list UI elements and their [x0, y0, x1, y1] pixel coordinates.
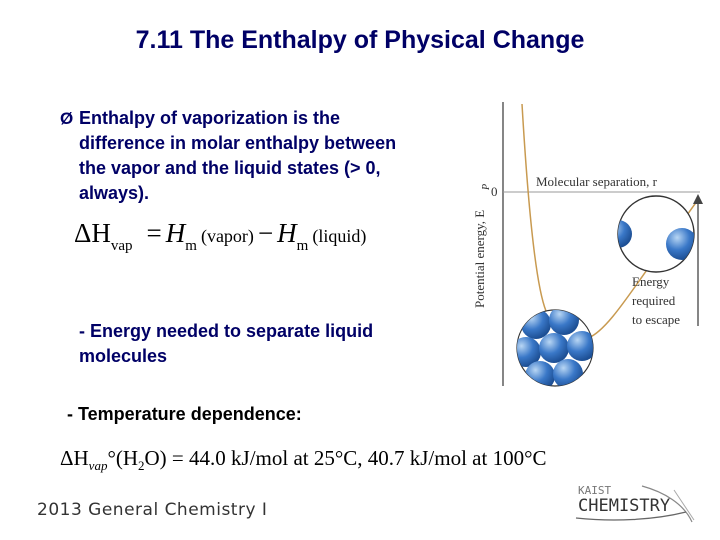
water-vaporization-equation: ΔHvap°(H2O) = 44.0 kJ/mol at 25°C, 40.7 …: [60, 446, 547, 473]
eq2-delta: ΔH: [60, 446, 89, 470]
logo-swoosh-icon: [575, 485, 695, 523]
eq1-h-vapor: H: [165, 218, 186, 248]
annotation-to-escape: to escape: [632, 312, 680, 327]
eq1-m-subscript-1: m: [185, 238, 197, 254]
liquid-molecule: [567, 331, 593, 361]
separated-molecules-circle: [617, 195, 695, 273]
footer-course-label: 2013 General Chemistry I: [37, 500, 268, 520]
bullet-vaporization: Ø Enthalpy of vaporization is the differ…: [60, 106, 420, 206]
eq1-vapor-label: (vapor): [200, 226, 254, 246]
liquid-molecule: [539, 333, 569, 363]
eq1-vap-subscript: vap: [110, 238, 133, 254]
energy-note: - Energy needed to separate liquid molec…: [79, 321, 374, 366]
eq2-vap-subscript: vap: [88, 458, 108, 473]
kaist-chemistry-logo: KAIST CHEMISTRY: [574, 482, 700, 528]
eq1-m-subscript-2: m: [296, 238, 309, 254]
y-axis-label: Potential energy, E: [472, 210, 487, 308]
liquid-cluster-circle: [516, 309, 594, 387]
eq1-h-liquid: H: [277, 218, 297, 248]
eq1-delta-h: ΔH: [74, 218, 111, 248]
bullet-text: Enthalpy of vaporization is the differen…: [79, 108, 397, 203]
y-axis-subscript: P: [481, 184, 492, 191]
escape-arrow-head: [693, 194, 703, 204]
arrow-bullet-icon: Ø: [60, 109, 74, 128]
slide-title: 7.11 The Enthalpy of Physical Change: [135, 26, 585, 54]
molecule-left: [618, 220, 632, 248]
annotation-energy: Energy: [632, 274, 670, 289]
eq2-two-subscript: 2: [138, 458, 145, 473]
liquid-molecule: [553, 359, 583, 386]
logo-chemistry-text: CHEMISTRY: [578, 496, 671, 516]
eq2-values: O) = 44.0 kJ/mol at 25°C, 40.7 kJ/mol at…: [144, 446, 547, 470]
potential-energy-diagram: Potential energy, E P 0 Molecular separa…: [460, 96, 715, 388]
enthalpy-equation: ΔHvap = Hm (vapor) − Hm (liquid): [74, 218, 454, 262]
eq1-minus: −: [257, 218, 274, 248]
annotation-required: required: [632, 293, 676, 308]
logo-kaist-text: KAIST: [578, 484, 612, 497]
eq1-liquid-label: (liquid): [312, 226, 367, 246]
temperature-note: - Temperature dependence:: [67, 404, 302, 424]
zero-label: 0: [491, 184, 498, 199]
eq2-formula: °(H: [107, 446, 139, 470]
eq1-equals: =: [146, 218, 162, 248]
x-axis-label: Molecular separation, r: [536, 174, 658, 189]
